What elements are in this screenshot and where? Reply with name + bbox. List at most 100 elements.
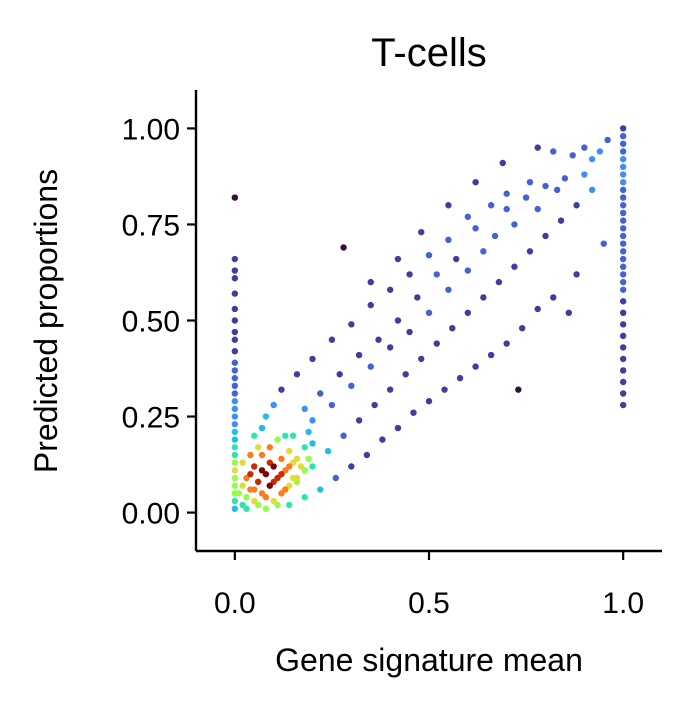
data-point (367, 278, 374, 286)
data-point (231, 290, 239, 297)
data-point (464, 309, 472, 317)
data-point (278, 455, 285, 462)
data-point (355, 351, 363, 359)
data-point (375, 336, 382, 343)
data-point (231, 367, 239, 374)
data-point (619, 163, 627, 171)
data-point (425, 251, 433, 259)
data-point (464, 213, 472, 220)
data-point (336, 371, 343, 378)
data-point (445, 236, 452, 244)
data-point (573, 202, 580, 209)
data-point (553, 186, 561, 194)
data-point (619, 255, 627, 263)
data-point (569, 152, 576, 159)
data-point (425, 397, 433, 405)
data-point (433, 271, 440, 278)
data-point (406, 328, 413, 336)
data-point (231, 428, 239, 436)
data-point (619, 390, 627, 397)
data-point (301, 494, 308, 501)
data-point (231, 397, 239, 405)
data-point (231, 451, 239, 459)
data-point (231, 405, 239, 413)
data-point (239, 501, 246, 509)
data-point (270, 463, 277, 470)
data-point (305, 455, 312, 462)
data-point (619, 271, 627, 278)
data-point (293, 371, 301, 378)
data-point (619, 401, 627, 409)
data-point (270, 497, 277, 505)
data-point (231, 359, 239, 366)
data-point (386, 386, 394, 393)
data-point (274, 436, 281, 443)
data-point (619, 263, 627, 270)
data-point (317, 486, 324, 493)
data-point (619, 179, 627, 186)
data-point (231, 305, 239, 313)
data-point (433, 340, 440, 347)
data-point (619, 378, 627, 386)
data-point (503, 340, 510, 347)
data-point (619, 132, 627, 140)
data-point (231, 413, 239, 420)
data-point (251, 432, 258, 439)
data-point (289, 474, 297, 482)
data-point (262, 505, 270, 512)
data-point (619, 125, 627, 132)
scatter-points (231, 125, 627, 512)
data-point (286, 501, 293, 509)
data-point (526, 248, 534, 255)
data-point (573, 271, 580, 278)
data-point (301, 444, 308, 451)
data-point (231, 348, 239, 355)
y-tick-label: 0.25 (122, 402, 180, 435)
data-point (394, 317, 402, 324)
data-point (328, 336, 336, 343)
data-point (340, 244, 347, 251)
data-point (441, 386, 448, 393)
data-point (491, 232, 499, 240)
data-point (309, 355, 316, 363)
data-point (231, 374, 239, 382)
data-point (619, 355, 627, 363)
data-point (526, 179, 534, 186)
data-point (511, 221, 518, 228)
data-point (231, 328, 239, 336)
data-point (619, 148, 627, 155)
data-point (619, 240, 627, 247)
data-point (231, 421, 239, 428)
data-point (254, 478, 262, 486)
data-point (425, 309, 433, 317)
data-point (278, 470, 285, 478)
data-point (309, 463, 316, 470)
data-point (472, 225, 479, 232)
x-tick-label: 1.0 (602, 587, 644, 620)
data-point (231, 390, 239, 397)
data-point (619, 186, 627, 194)
data-point (231, 436, 239, 443)
data-point (619, 321, 627, 328)
data-point (600, 240, 607, 247)
data-point (550, 148, 557, 155)
data-point (561, 175, 569, 182)
data-point (266, 482, 273, 489)
data-point (231, 497, 239, 505)
data-point (258, 451, 266, 459)
data-point (503, 190, 510, 197)
data-point (619, 309, 627, 317)
data-point (604, 136, 611, 144)
data-point (414, 294, 421, 301)
data-point (534, 205, 541, 213)
data-point (297, 463, 305, 470)
data-point (581, 171, 588, 178)
data-point (445, 286, 452, 293)
data-point (522, 194, 530, 201)
data-point (386, 286, 394, 293)
data-point (515, 386, 522, 393)
data-point (511, 263, 518, 270)
data-point (231, 275, 239, 282)
data-point (301, 405, 308, 413)
data-point (619, 278, 627, 286)
